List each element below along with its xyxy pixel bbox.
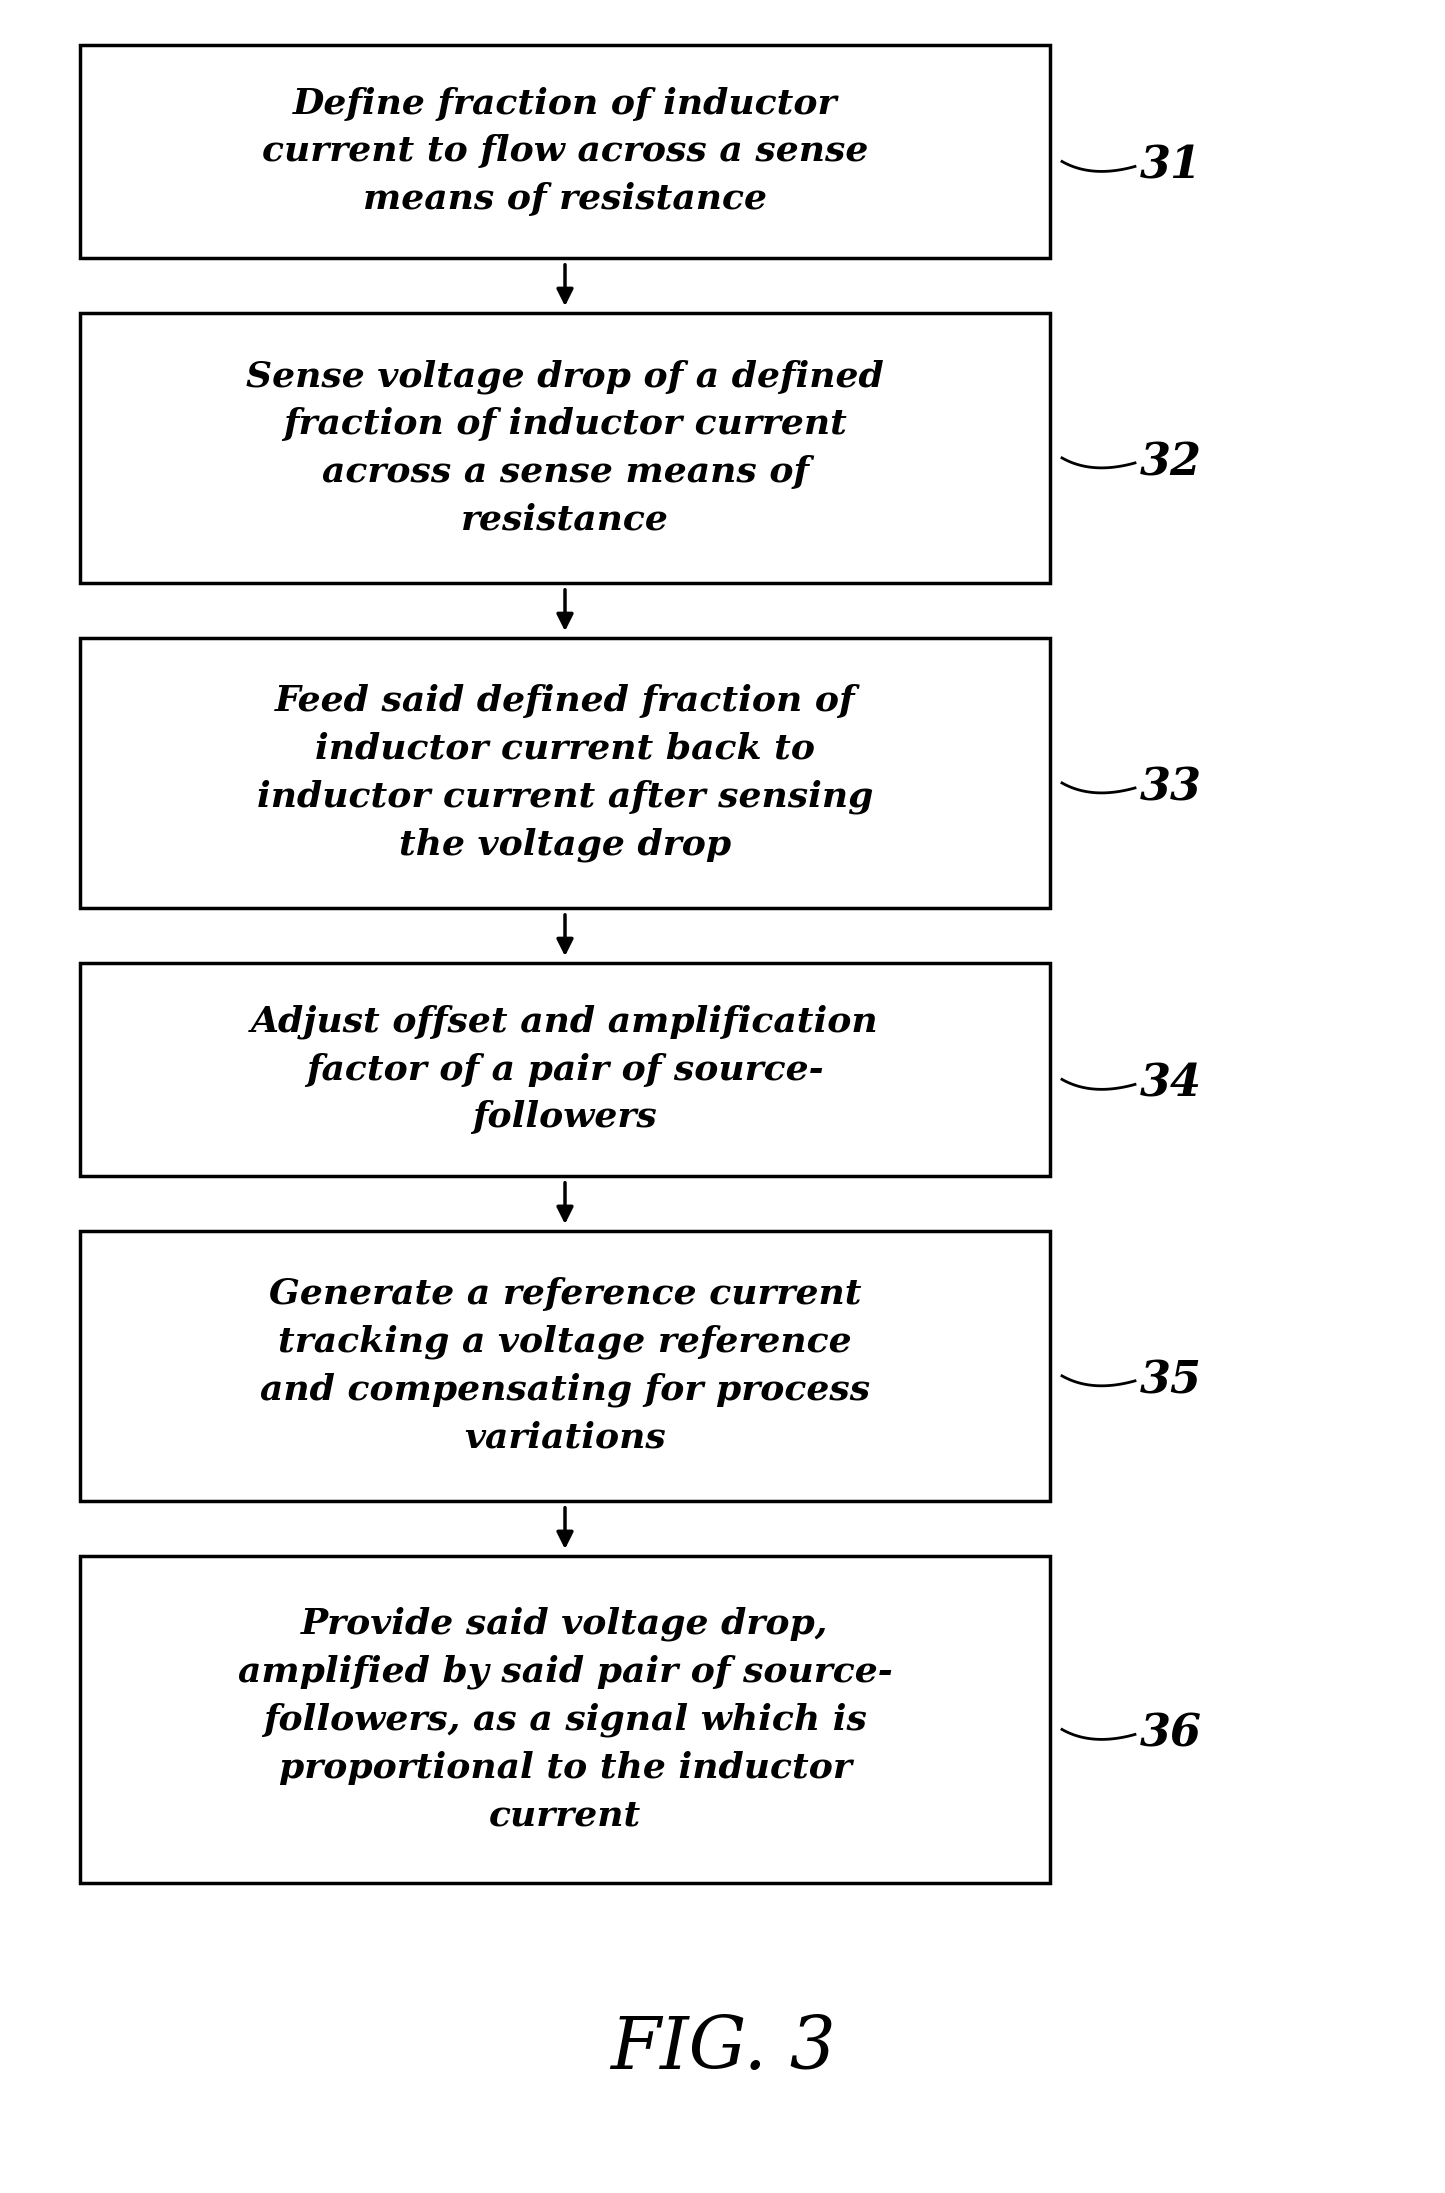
Text: Feed said defined fraction of
inductor current back to
inductor current after se: Feed said defined fraction of inductor c… (257, 684, 873, 862)
Text: 32: 32 (1140, 441, 1202, 485)
Text: 33: 33 (1140, 765, 1202, 809)
Text: Provide said voltage drop,
amplified by said pair of source-
followers, as a sig: Provide said voltage drop, amplified by … (237, 1607, 893, 1831)
Text: Generate a reference current
tracking a voltage reference
and compensating for p: Generate a reference current tracking a … (260, 1276, 870, 1454)
Text: 31: 31 (1140, 145, 1202, 189)
Text: Define fraction of inductor
current to flow across a sense
means of resistance: Define fraction of inductor current to f… (262, 88, 868, 215)
Text: 35: 35 (1140, 1360, 1202, 1401)
Text: 36: 36 (1140, 1713, 1202, 1757)
Bar (79, 46, 1051, 259)
Bar (79, 314, 1051, 583)
Bar (79, 638, 1051, 908)
Text: FIG. 3: FIG. 3 (610, 2013, 835, 2083)
Text: 34: 34 (1140, 1064, 1202, 1105)
Text: Sense voltage drop of a defined
fraction of inductor current
across a sense mean: Sense voltage drop of a defined fraction… (246, 360, 884, 537)
Bar (79, 963, 1051, 1175)
Bar (79, 1555, 1051, 1884)
Bar (79, 1230, 1051, 1500)
Text: Adjust offset and amplification
factor of a pair of source-
followers: Adjust offset and amplification factor o… (251, 1004, 879, 1134)
